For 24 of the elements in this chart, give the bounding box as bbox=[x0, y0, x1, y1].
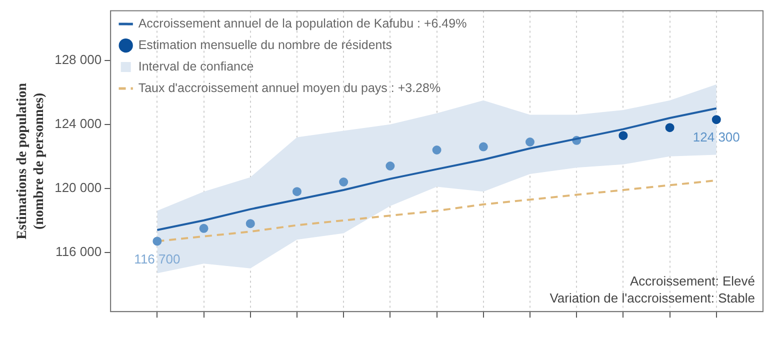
data-label: 124 300 bbox=[692, 130, 740, 145]
point bbox=[292, 187, 302, 196]
y-tick-label: 124 000 bbox=[54, 116, 102, 131]
point bbox=[152, 236, 162, 246]
point bbox=[712, 115, 721, 124]
point bbox=[199, 224, 208, 233]
y-axis-title: Estimations de population (nombre de personnes) bbox=[15, 82, 47, 240]
point bbox=[478, 142, 488, 152]
point bbox=[432, 146, 442, 154]
point bbox=[618, 131, 628, 140]
y-tick-label: 120 000 bbox=[54, 180, 102, 195]
legend-label: Taux d'accroissement annuel moyen du pays : +3.28% bbox=[138, 81, 441, 96]
point bbox=[525, 138, 534, 146]
point bbox=[386, 162, 395, 170]
data-label: 116 700 bbox=[134, 251, 180, 266]
point bbox=[665, 123, 674, 132]
y-tick-label: 116 000 bbox=[56, 244, 102, 259]
legend-label: Accroissement annuel de la population de Kafubu : +6.49% bbox=[138, 16, 467, 31]
annotation: Accroissement: Elevé Variation de l'accroissement: Stable bbox=[550, 274, 755, 306]
y-tick-label: 128 000 bbox=[54, 52, 102, 67]
point bbox=[246, 219, 255, 228]
legend-label: Interval de confiance bbox=[138, 60, 254, 74]
point bbox=[339, 178, 348, 186]
legend-label: Estimation mensuelle du nombre de résidents bbox=[138, 38, 392, 52]
